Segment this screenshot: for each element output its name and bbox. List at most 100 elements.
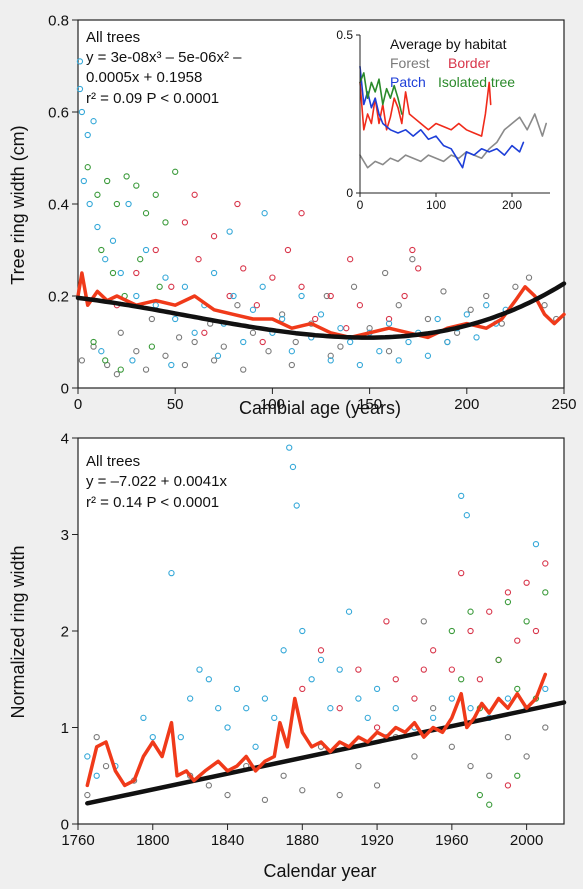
bottom-point-border [383, 618, 390, 625]
inset-background [318, 27, 558, 212]
bottom-point-patch [271, 714, 278, 721]
top-x-tick-label: 0 [74, 396, 82, 413]
bottom-point-patch [261, 695, 269, 702]
top-point-forest [90, 343, 97, 350]
top-point-forest [249, 329, 257, 336]
bottom-point-patch [542, 685, 549, 693]
top-point-forest [292, 338, 299, 346]
top-point-border [195, 256, 202, 263]
top-point-patch [214, 352, 222, 359]
top-point-isolated-tree [172, 168, 179, 175]
top-point-patch [434, 315, 441, 323]
top-point-isolated-tree [84, 164, 91, 171]
top-point-isolated-tree [123, 173, 130, 180]
top-point-patch [125, 200, 132, 208]
top-point-patch [80, 177, 87, 185]
bottom-fit-line-path [85, 700, 567, 806]
bottom-point-patch [299, 627, 306, 635]
top-point-forest [323, 292, 330, 300]
bottom-x-tick-label: 1840 [211, 832, 244, 849]
top-annotation-line1: All trees [86, 29, 140, 46]
top-point-patch [162, 274, 169, 281]
bottom-point-isolated-tree [458, 676, 465, 683]
top-point-patch [298, 292, 305, 300]
bottom-point-isolated-tree [448, 627, 455, 635]
bottom-point-forest [261, 796, 269, 804]
bottom-plot-area [77, 437, 565, 825]
bottom-point-border [448, 666, 455, 673]
bottom-point-border [420, 666, 427, 673]
top-point-border [152, 246, 159, 254]
top-axes: 0 50 100 150 200 250 0 0.2 0.4 0.6 0.8 [48, 12, 576, 413]
top-fit-curve [75, 281, 567, 340]
top-point-isolated-tree [117, 366, 124, 373]
bottom-point-border [411, 695, 418, 702]
bottom-point-forest [448, 743, 455, 750]
bottom-point-patch [345, 608, 353, 615]
top-y-tick-label: 0.8 [48, 12, 69, 29]
bottom-point-patch [392, 705, 399, 712]
top-point-border [347, 256, 354, 263]
bottom-x-axis-label: Calendar year [263, 861, 376, 881]
top-x-tick-label: 150 [357, 396, 382, 413]
bottom-point-border [532, 627, 540, 635]
bottom-point-forest [280, 772, 287, 779]
bottom-axes: 1760 1800 1840 1880 1920 1960 2000 0 1 2 3 4 [61, 430, 544, 849]
top-point-isolated-tree [142, 210, 150, 217]
inset-legend-patch: Patch [390, 74, 426, 90]
top-point-patch [261, 210, 268, 217]
top-point-border [298, 210, 305, 217]
bottom-x-tick-label: 1760 [61, 832, 94, 849]
bottom-point-patch [327, 705, 334, 712]
top-point-forest [175, 334, 183, 341]
bottom-point-forest [102, 762, 110, 770]
bottom-point-isolated-tree [476, 791, 484, 799]
bottom-y-tick-label: 4 [61, 430, 69, 447]
bottom-point-patch [149, 734, 156, 741]
top-point-patch [181, 283, 189, 290]
inset-legend-isolated-tree: Isolated tree [438, 74, 515, 90]
bottom-point-border [317, 647, 325, 654]
top-point-forest [288, 361, 295, 369]
bottom-point-forest [299, 787, 306, 794]
top-scatter-points [76, 58, 560, 378]
top-point-forest [265, 348, 272, 355]
top-point-border [234, 200, 241, 208]
bottom-point-patch [364, 714, 371, 721]
top-point-forest [366, 325, 373, 332]
top-annotation-line2: y = 3e-08x³ – 5e-06x² – [86, 49, 242, 66]
bottom-point-patch [458, 492, 465, 500]
bottom-annotation-line1: All trees [86, 453, 140, 470]
bottom-point-forest [420, 618, 427, 625]
bottom-fit-line [85, 700, 567, 806]
top-annotation-line3: 0.0005x + 0.1958 [86, 69, 202, 86]
bottom-x-tick-label: 1800 [136, 832, 169, 849]
top-point-patch [395, 357, 402, 364]
top-point-isolated-tree [90, 338, 97, 346]
bottom-x-tick-label: 1960 [435, 832, 468, 849]
bottom-point-forest [336, 791, 343, 799]
bottom-point-patch [177, 734, 184, 741]
bottom-y-axis-label: Normalized ring width [8, 545, 28, 718]
top-point-border [343, 325, 350, 332]
bottom-point-border [514, 637, 521, 644]
top-running-mean [76, 271, 566, 340]
bottom-point-forest [93, 734, 100, 741]
top-point-patch [473, 334, 480, 341]
bottom-point-isolated-tree [523, 618, 530, 625]
top-point-forest [162, 352, 169, 359]
bottom-point-patch [293, 502, 300, 509]
top-point-patch [94, 223, 101, 231]
bottom-point-forest [84, 791, 91, 799]
top-y-tick-label: 0 [61, 380, 69, 397]
inset-title: Average by habitat [390, 36, 507, 52]
top-point-patch [133, 292, 140, 300]
bottom-point-border [336, 705, 343, 712]
bottom-y-tick-label: 2 [61, 623, 69, 640]
top-point-border [253, 302, 260, 309]
bottom-point-forest [355, 762, 362, 770]
bottom-point-isolated-tree [514, 772, 521, 779]
top-point-isolated-tree [104, 177, 111, 185]
top-point-forest [350, 283, 358, 290]
